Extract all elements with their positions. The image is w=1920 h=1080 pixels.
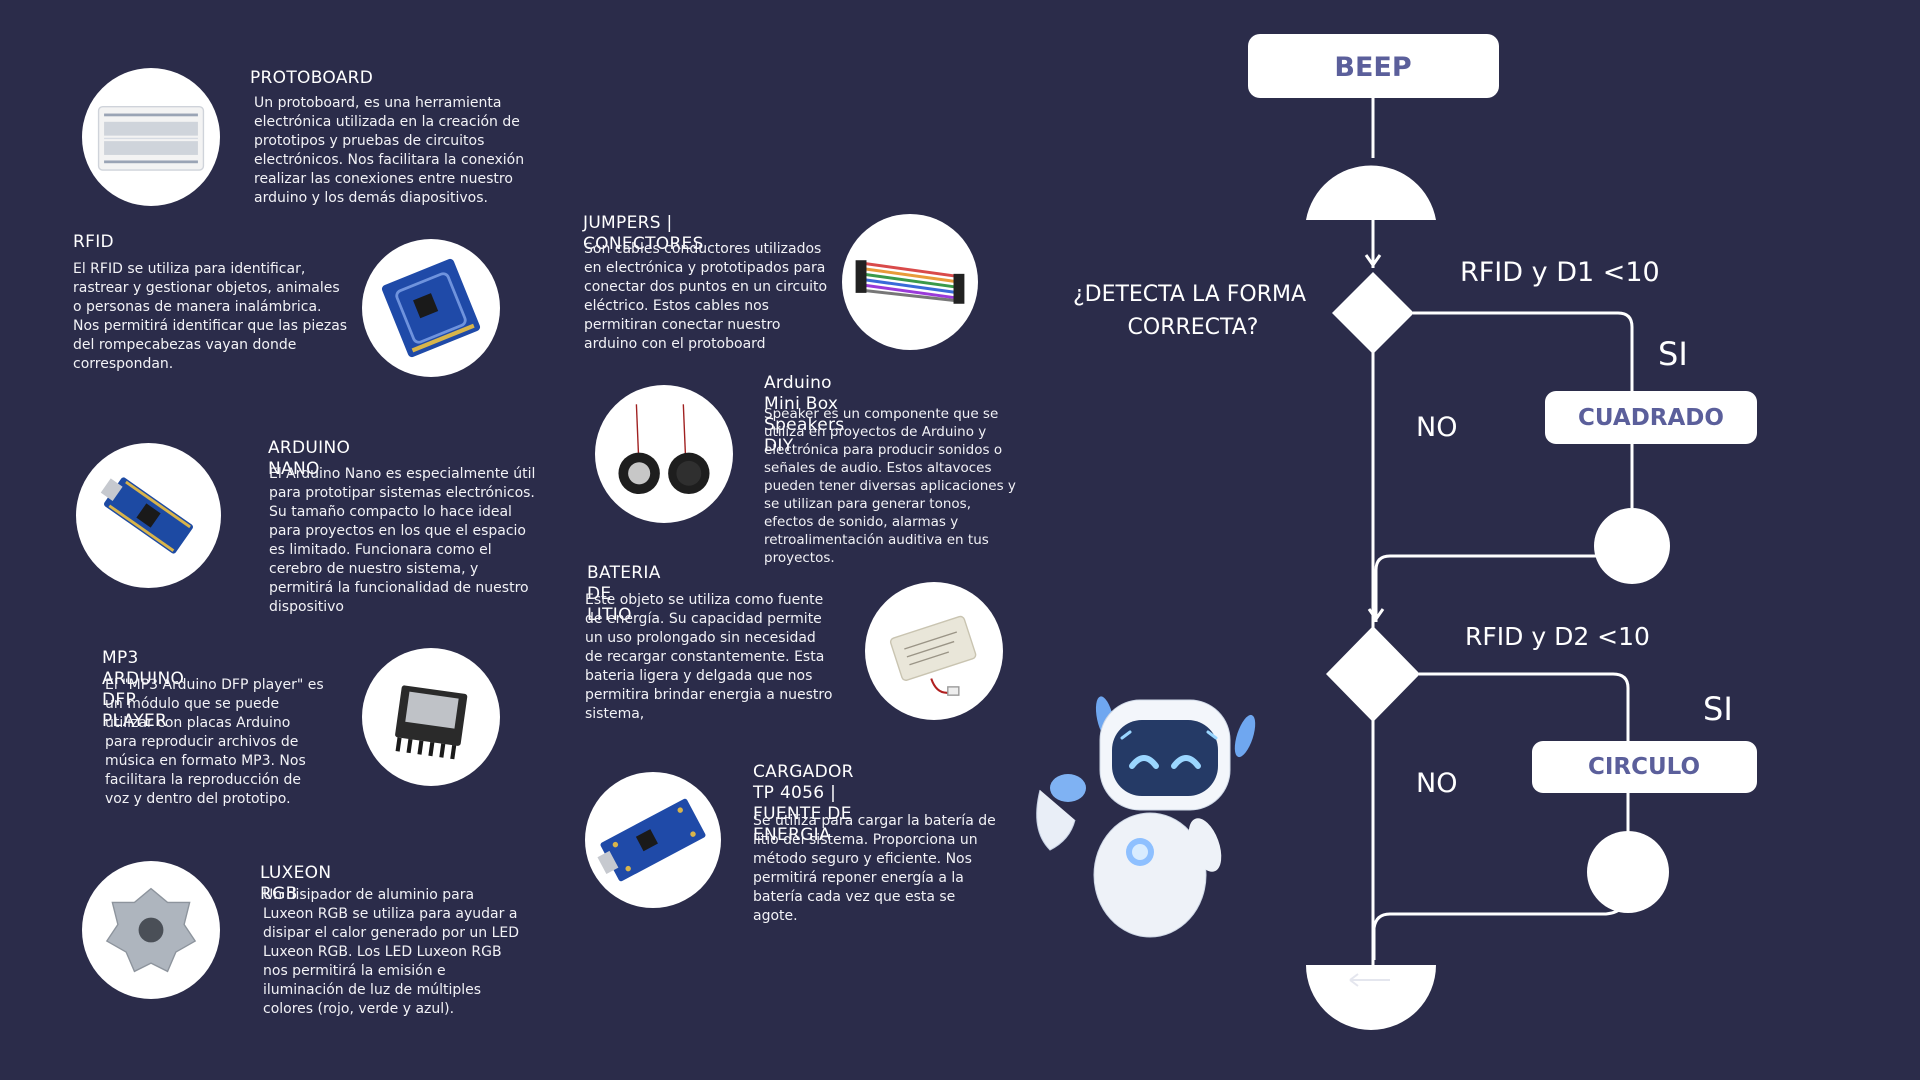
connector-circle-2 [1587,831,1669,913]
protoboard-description: Un protoboard, es una herramienta electr… [254,95,525,206]
robot-mascot [1000,680,1260,950]
luxeon-description: Un disipador de aluminio para Luxeon RGB… [263,887,520,1017]
jumpers-description: Son cables conductores utilizados en ele… [584,241,828,352]
result-1-box [1545,391,1757,444]
battery-description: Este objeto se utiliza como fuente de en… [585,592,833,722]
rfid-title: RFID [73,232,114,252]
arduino-nano-title: ARDUINO NANO [268,438,351,479]
arduino-nano-description: El Arduino Nano es especialmente útil pa… [269,466,536,615]
protoboard-image [82,68,220,206]
mp3-player-image [362,648,500,786]
battery-image [865,582,1003,720]
jumpers-title: JUMPERS | CONECTORES [583,213,704,254]
yes-1-text: SI [1658,335,1688,373]
output-half-circle [1306,965,1436,1030]
mp3-player-description: El "MP3 Arduino DFP player" es un módulo… [105,677,324,807]
no-1-text: NO [1416,412,1457,443]
protoboard-title: PROTOBOARD [250,68,374,88]
rfid-description: El RFID se utiliza para identificar, ras… [73,261,348,372]
start-box [1248,34,1499,98]
speakers-image [595,385,733,523]
no-2-text: NO [1416,768,1457,799]
charger-image [585,772,721,908]
condition-2-text: RFID y D2 <10 [1465,622,1650,651]
arduino-nano-image [76,443,221,588]
input-half-circle [1306,165,1436,220]
condition-1-text: RFID y D1 <10 [1460,257,1660,288]
result-2-box [1532,741,1757,793]
jumpers-image [842,214,978,350]
question-text: ¿DETECTA LA FORMA CORRECTA? [1073,282,1313,340]
charger-title: CARGADOR TP 4056 | FUENTE DE ENERGIA [753,762,854,845]
luxeon-title: LUXEON RGB [260,863,332,904]
battery-title: BATERIA DE LITIO [587,563,661,625]
speakers-description: Speaker es un componente que se utiliza … [764,406,1016,566]
result-2-label: CIRCULO [1588,754,1700,780]
decision-diamond-2 [1326,626,1420,722]
return-arrow-icon [1349,973,1390,987]
rfid-image [362,239,500,377]
mp3-player-title: MP3 ARDUINO DFP PLAYER [102,648,185,731]
start-label: BEEP [1334,52,1411,83]
connector-circle-1 [1594,508,1670,584]
flow-connectors [1364,98,1634,965]
yes-2-text: SI [1703,690,1733,728]
speakers-title: Arduino Mini Box Speakers DIY [764,373,845,456]
decision-diamond-1 [1332,272,1414,354]
luxeon-image [82,861,220,999]
result-1-label: CUADRADO [1578,405,1724,431]
charger-description: Se utiliza para cargar la batería de lit… [753,813,996,924]
